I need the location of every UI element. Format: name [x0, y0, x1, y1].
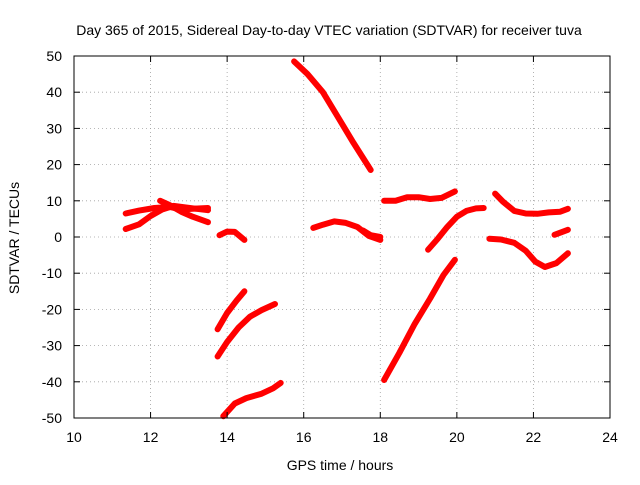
- series-line-arc-6: [214, 301, 278, 360]
- x-axis-label: GPS time / hours: [287, 457, 394, 473]
- x-tick-label: 16: [296, 429, 312, 445]
- series-line-arc-10: [360, 227, 384, 240]
- series-line-arc-8: [291, 58, 374, 173]
- y-tick-label: 0: [54, 229, 62, 245]
- y-tick-label: -20: [42, 301, 62, 317]
- series-line-arc-3: [157, 197, 211, 226]
- x-tick-label: 10: [66, 429, 82, 445]
- x-tick-label: 14: [219, 429, 235, 445]
- y-tick-label: 10: [46, 193, 62, 209]
- series-line-arc-14: [492, 190, 571, 217]
- y-tick-label: 30: [46, 120, 62, 136]
- series-line-arc-16: [551, 226, 571, 238]
- series-group: [122, 58, 571, 420]
- series-line-arc-13: [381, 256, 458, 383]
- y-tick-label: -30: [42, 338, 62, 354]
- series-line-arc-7: [220, 379, 284, 420]
- chart-title: Day 365 of 2015, Sidereal Day-to-day VTE…: [76, 22, 582, 38]
- y-tick-label: -10: [42, 265, 62, 281]
- series-line-arc-4: [216, 228, 248, 243]
- x-tick-label: 24: [602, 429, 618, 445]
- x-tick-label: 20: [449, 429, 465, 445]
- x-tick-label: 12: [143, 429, 159, 445]
- y-axis-label: SDTVAR / TECUs: [6, 182, 22, 294]
- y-tick-label: 50: [46, 48, 62, 64]
- series-line-arc-11: [381, 188, 458, 204]
- series-line-arc-15: [486, 235, 571, 270]
- x-tick-label: 22: [526, 429, 542, 445]
- series-line-arc-2: [122, 202, 211, 232]
- y-tick-label: -40: [42, 374, 62, 390]
- x-tick-label: 18: [372, 429, 388, 445]
- y-tick-label: 20: [46, 157, 62, 173]
- y-tick-label: -50: [42, 410, 62, 426]
- series-line-arc-5: [214, 288, 248, 333]
- series-line-arc-12: [425, 205, 487, 253]
- axis-ticks: 10 12 14 16 18 20 22 24 -50 -40 -30 -20 -10 0 10 20 30 40…: [42, 48, 618, 445]
- y-tick-label: 40: [46, 84, 62, 100]
